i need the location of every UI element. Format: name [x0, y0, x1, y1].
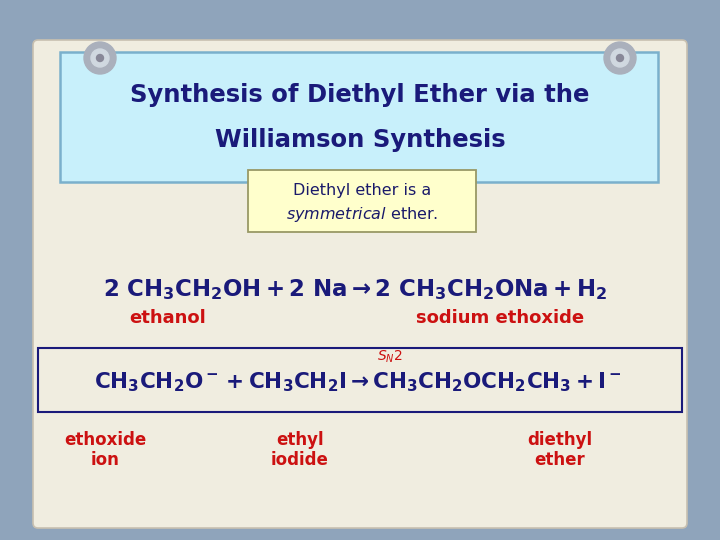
Bar [38, 348, 682, 412]
Text: ether: ether [535, 451, 585, 469]
FancyBboxPatch shape [33, 40, 687, 528]
Circle shape [616, 55, 624, 62]
Text: $\mathbf{CH_3CH_2O^- + CH_3CH_2I \rightarrow CH_3CH_2OCH_2CH_3 + I^-}$: $\mathbf{CH_3CH_2O^- + CH_3CH_2I \righta… [94, 370, 622, 394]
Circle shape [604, 42, 636, 74]
Text: Diethyl ether is a: Diethyl ether is a [293, 183, 431, 198]
Text: ion: ion [91, 451, 120, 469]
Circle shape [96, 55, 104, 62]
Text: Williamson Synthesis: Williamson Synthesis [215, 128, 505, 152]
Text: iodide: iodide [271, 451, 329, 469]
Circle shape [91, 49, 109, 67]
Text: $\mathbf{2\ CH_3CH_2OH + 2\ Na \rightarrow 2\ CH_3CH_2ONa + H_2}$: $\mathbf{2\ CH_3CH_2OH + 2\ Na \rightarr… [103, 278, 607, 302]
FancyBboxPatch shape [248, 170, 476, 232]
Text: ethyl: ethyl [276, 431, 324, 449]
Circle shape [611, 49, 629, 67]
Text: $\it{symmetrical}$ ether.: $\it{symmetrical}$ ether. [286, 206, 438, 225]
Text: diethyl: diethyl [528, 431, 593, 449]
Text: ethanol: ethanol [130, 309, 207, 327]
Text: ethoxide: ethoxide [64, 431, 146, 449]
FancyBboxPatch shape [60, 52, 658, 182]
Text: Synthesis of Diethyl Ether via the: Synthesis of Diethyl Ether via the [130, 83, 590, 107]
Circle shape [84, 42, 116, 74]
Text: sodium ethoxide: sodium ethoxide [416, 309, 584, 327]
Text: $S_N2$: $S_N2$ [377, 349, 403, 365]
